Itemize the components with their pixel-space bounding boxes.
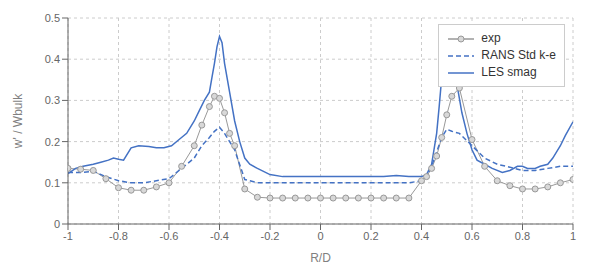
svg-text:-0.4: -0.4 [210, 230, 229, 242]
svg-text:-1: -1 [63, 230, 73, 242]
svg-text:-0.2: -0.2 [261, 230, 280, 242]
svg-text:-0.8: -0.8 [109, 230, 128, 242]
html-text:LES smag: LES smag [481, 65, 537, 79]
svg-text:0.2: 0.2 [363, 230, 378, 242]
svg-text:R/D: R/D [310, 251, 331, 265]
svg-text:0.5: 0.5 [45, 12, 60, 24]
html-text:exp: exp [481, 31, 501, 45]
html-text:RANS Std k-e: RANS Std k-e [481, 48, 556, 62]
svg-text:0.4: 0.4 [45, 53, 60, 65]
svg-text:0.4: 0.4 [414, 230, 429, 242]
svg-text:0.3: 0.3 [45, 94, 60, 106]
svg-text:0: 0 [317, 230, 323, 242]
svg-text:0: 0 [54, 218, 60, 230]
svg-text:0.6: 0.6 [464, 230, 479, 242]
svg-text:0.2: 0.2 [45, 136, 60, 148]
svg-text:0.8: 0.8 [515, 230, 530, 242]
svg-text:0.1: 0.1 [45, 177, 60, 189]
svg-text:1: 1 [570, 230, 576, 242]
svg-text:-0.6: -0.6 [160, 230, 179, 242]
svg-text:w' / Wbulk: w' / Wbulk [11, 93, 25, 149]
